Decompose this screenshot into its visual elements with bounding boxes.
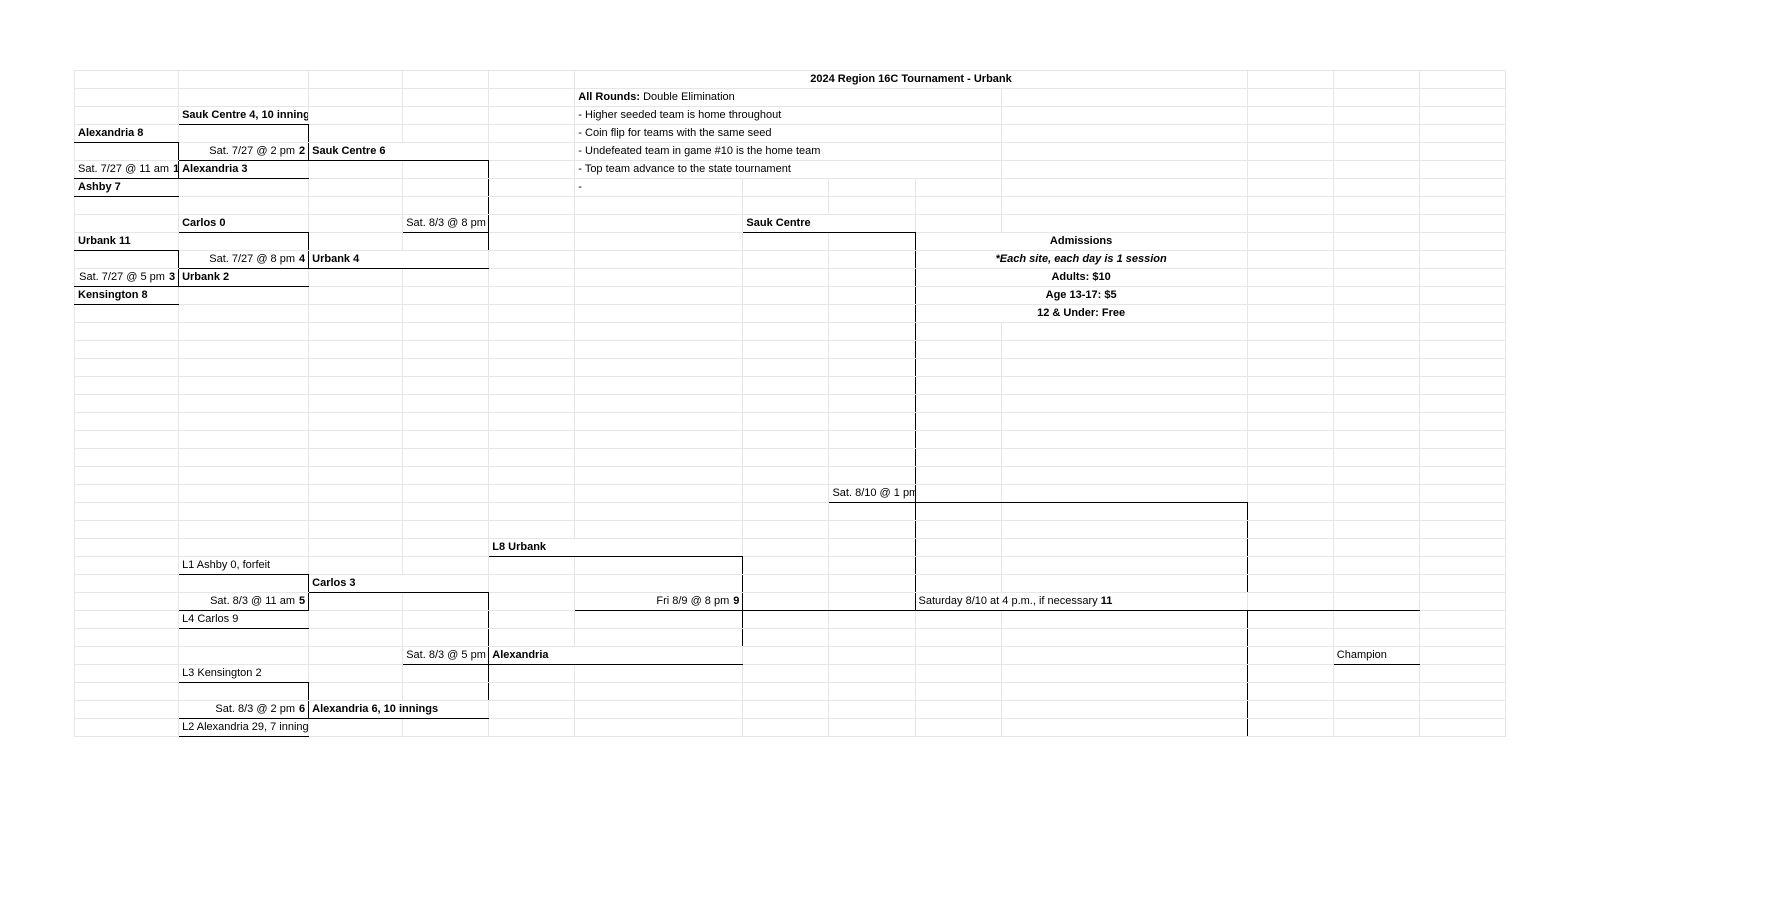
admissions-under: 12 & Under: Free — [915, 305, 1247, 323]
g3-time: Sat. 7/27 @ 5 pm3 — [75, 269, 179, 287]
g1-time: Sat. 7/27 @ 11 am1 — [75, 161, 179, 179]
g7-top: Carlos 3 — [309, 575, 489, 593]
g6-time: Sat. 8/3 @ 2 pm6 — [179, 701, 309, 719]
g2-time: Sat. 7/27 @ 2 pm2 — [179, 143, 309, 161]
g8-top: Sauk Centre 6 — [309, 143, 489, 161]
rule-3: - Coin flip for teams with the same seed — [575, 125, 1001, 143]
rule-6: - — [575, 179, 743, 197]
champion-label: Champion — [1333, 647, 1419, 665]
g3-top: Urbank 11 — [75, 233, 179, 251]
g5-time: Sat. 8/3 @ 11 am5 — [179, 593, 309, 611]
g7-time: Sat. 8/3 @ 5 pm7 — [403, 647, 489, 665]
admissions-adults: Adults: $10 — [915, 269, 1247, 287]
g6-bot: L2 Alexandria 29, 7 innings — [179, 719, 309, 737]
g11-label: Saturday 8/10 at 4 p.m., if necessary 11 — [915, 593, 1247, 611]
rule-all-rounds: All Rounds: Double Elimination — [575, 89, 1001, 107]
g8-bot: Urbank 4 — [309, 251, 489, 269]
g5-top: L1 Ashby 0, forfeit — [179, 557, 309, 575]
bracket-grid: 2024 Region 16C Tournament - Urbank All … — [74, 70, 1506, 737]
g3-bot: Kensington 8 — [75, 287, 179, 305]
g1-top: Alexandria 8 — [75, 125, 179, 143]
admissions-sub: *Each site, each day is 1 session — [915, 251, 1247, 269]
g1-bot: Ashby 7 — [75, 179, 179, 197]
g6-top: L3 Kensington 2 — [179, 665, 309, 683]
g2-bot: Alexandria 3 — [179, 161, 309, 179]
admissions-heading: Admissions — [915, 233, 1247, 251]
g9-top: L8 Urbank — [489, 539, 743, 557]
g4-bot: Urbank 2 — [179, 269, 309, 287]
rule-2: - Higher seeded team is home throughout — [575, 107, 1001, 125]
winners-advance: Sauk Centre — [743, 215, 915, 233]
g2-top: Sauk Centre 4, 10 innings — [179, 107, 309, 125]
g5-bot: L4 Carlos 9 — [179, 611, 309, 629]
rule-5: - Top team advance to the state tourname… — [575, 161, 1001, 179]
admissions-teen: Age 13-17: $5 — [915, 287, 1247, 305]
g9-bot: Alexandria — [489, 647, 743, 665]
g9-time: Fri 8/9 @ 8 pm9 — [575, 593, 743, 611]
g10-time: Sat. 8/10 @ 1 pm10 — [829, 485, 915, 503]
tournament-title: 2024 Region 16C Tournament - Urbank — [575, 71, 1247, 89]
g8-time: Sat. 8/3 @ 8 pm8 — [403, 215, 489, 233]
g7-bot: Alexandria 6, 10 innings — [309, 701, 489, 719]
rule-4: - Undefeated team in game #10 is the hom… — [575, 143, 1001, 161]
g4-time: Sat. 7/27 @ 8 pm4 — [179, 251, 309, 269]
g4-top: Carlos 0 — [179, 215, 309, 233]
